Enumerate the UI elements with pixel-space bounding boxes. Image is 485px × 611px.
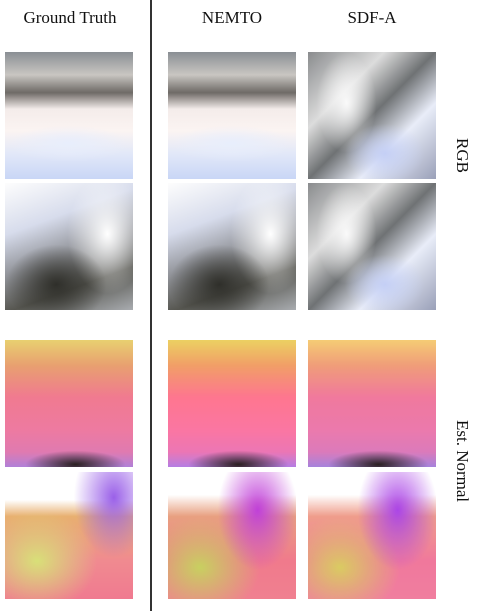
column-header: SDF-A [302,8,442,28]
row-label: Est. Normal [452,420,472,502]
image-tile [5,52,133,179]
image-tile [308,340,436,467]
image-tile [5,472,133,599]
image-tile [5,183,133,310]
column-header: NEMTO [162,8,302,28]
image-tile [308,472,436,599]
image-tile [168,52,296,179]
divider [150,0,152,611]
figure: Ground Truth NEMTO SDF-A RGB Est. Normal… [0,0,485,611]
image-tile [168,183,296,310]
column-header: Ground Truth [0,8,140,28]
row-label: RGB [452,138,472,173]
image-tile [308,52,436,179]
image-tile [5,340,133,467]
image-tile [168,340,296,467]
image-tile [168,472,296,599]
image-tile [308,183,436,310]
